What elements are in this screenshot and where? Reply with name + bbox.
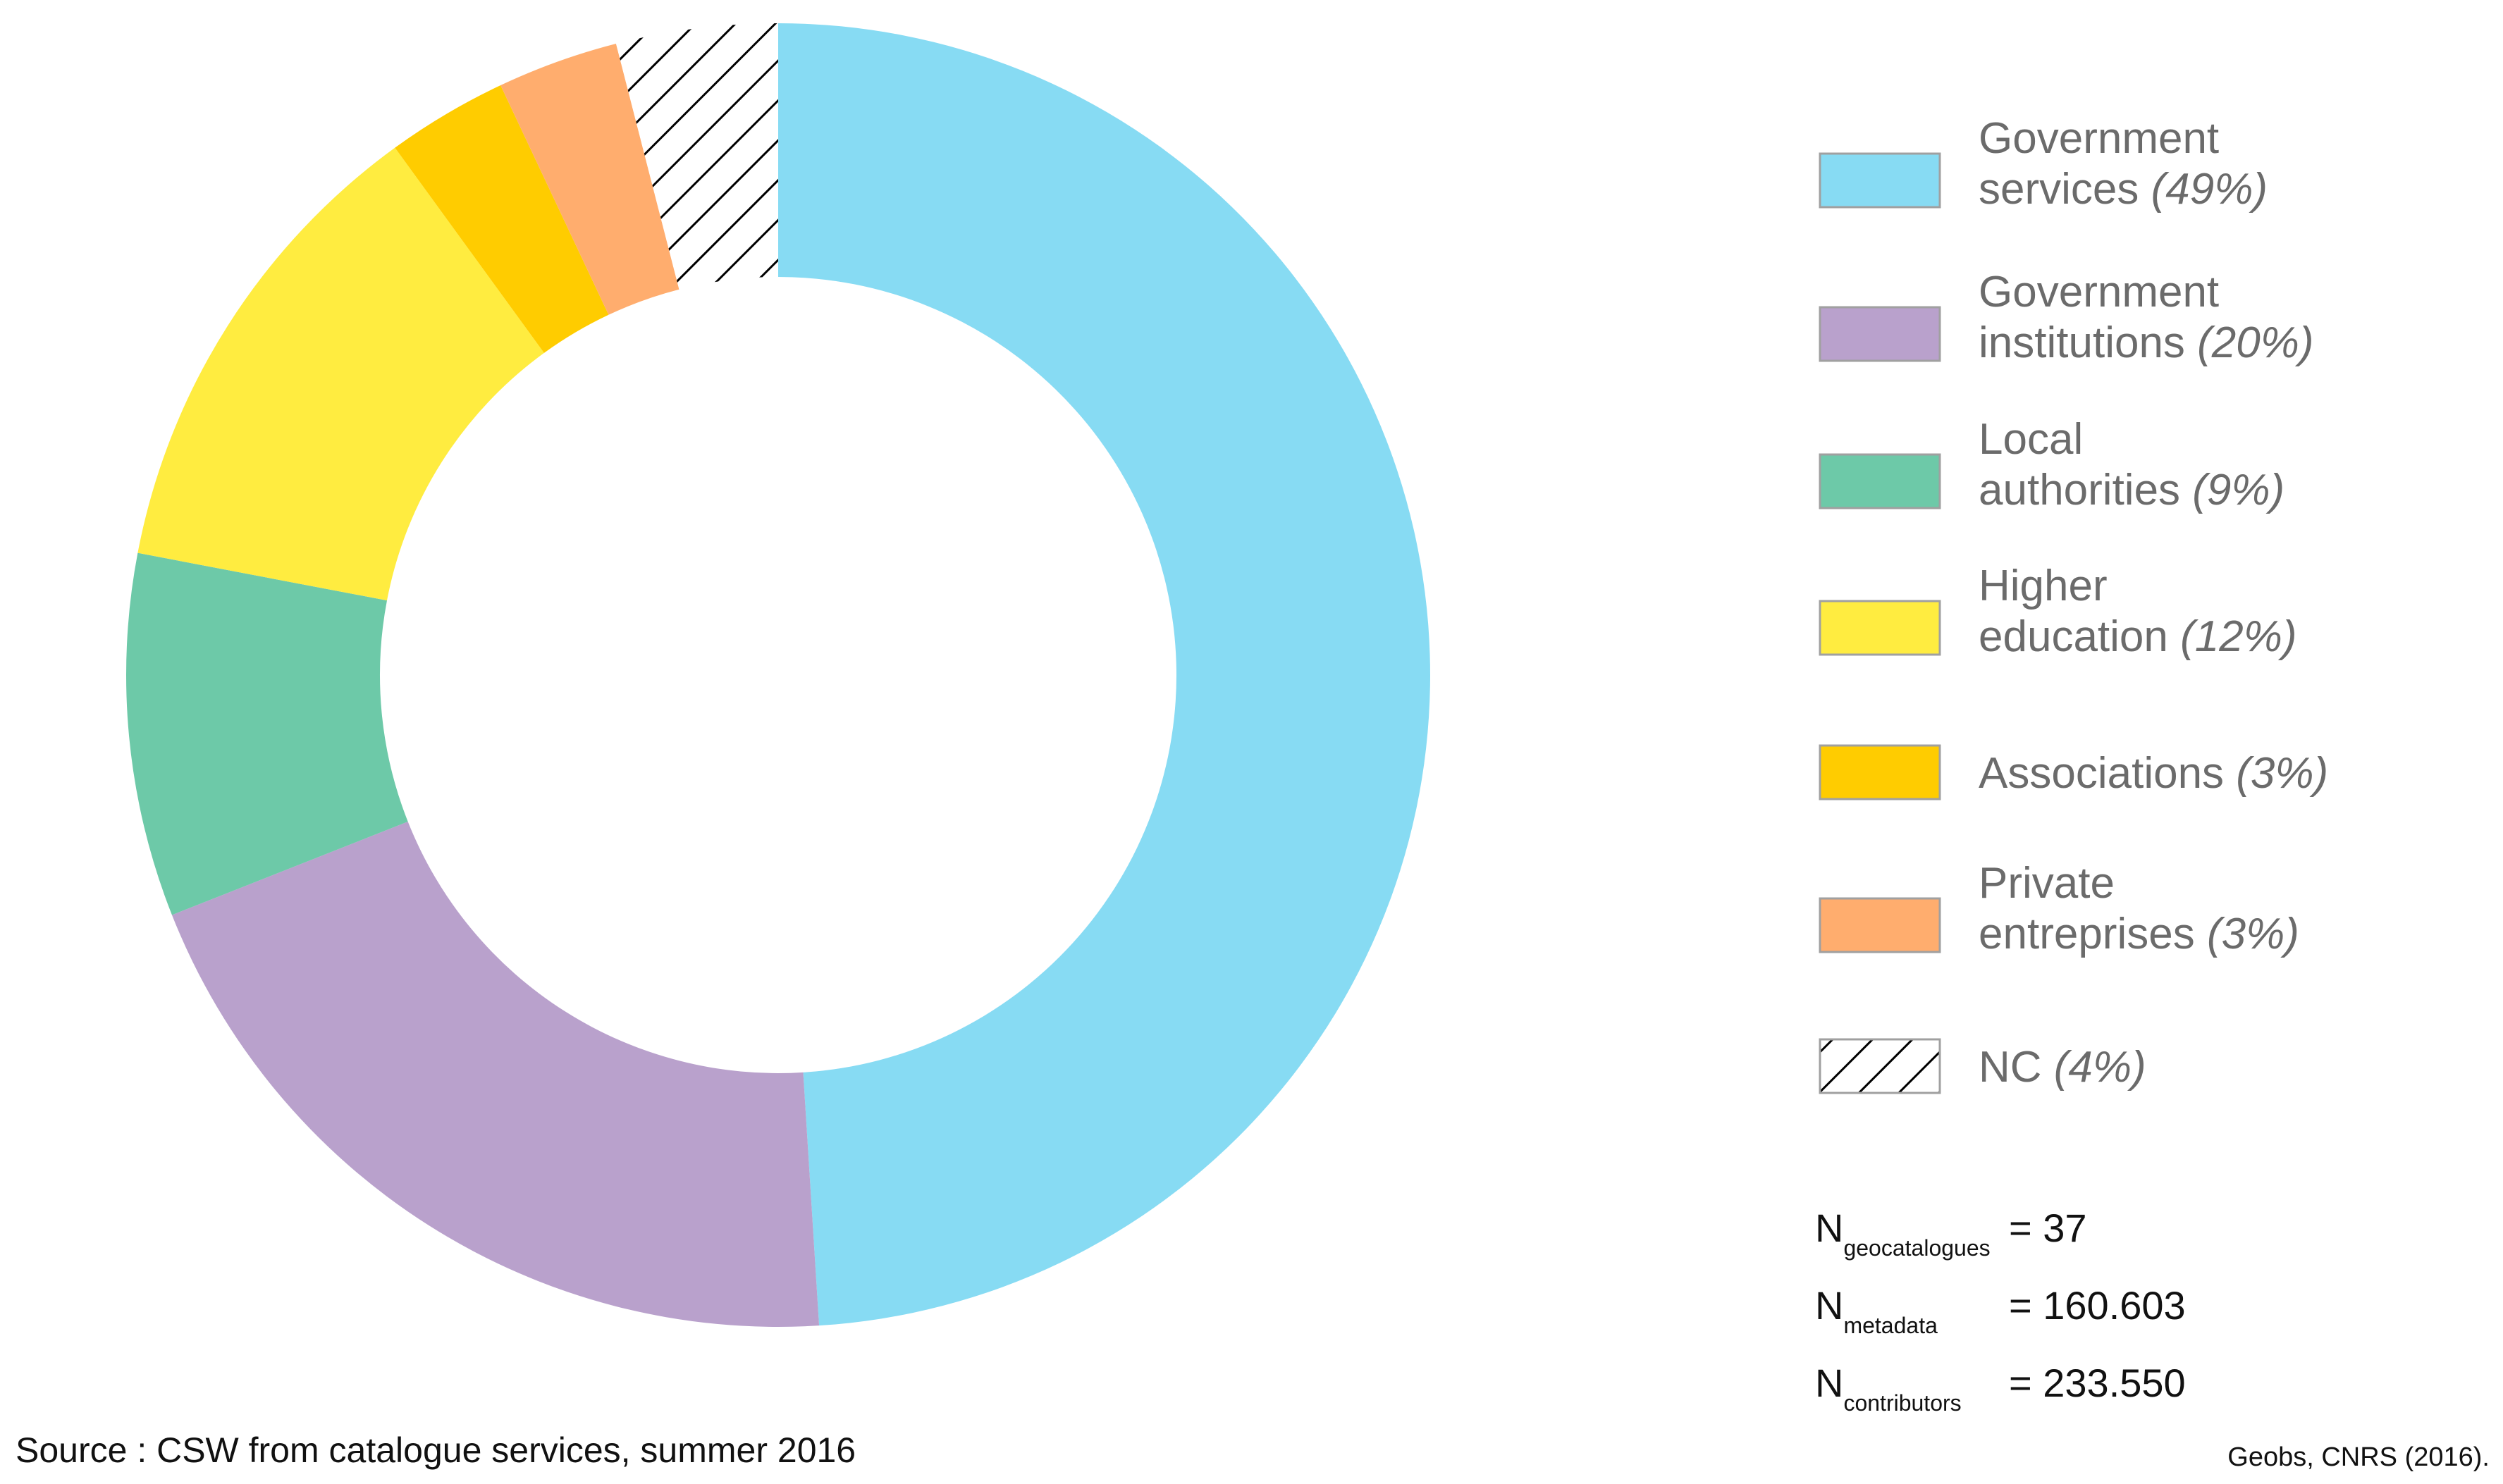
slice-private-entreprises <box>500 44 679 315</box>
stat-contributors-value: = 233.550 <box>2009 1361 2186 1405</box>
legend-percent: (4%) <box>2054 1043 2146 1092</box>
stat-contributors: Ncontributors <box>1815 1361 1962 1416</box>
credit-note: Geobs, CNRS (2016). <box>2227 1442 2490 1472</box>
legend-swatch <box>1819 897 1941 953</box>
legend-item-nc: NC (4%) <box>1819 1038 2146 1094</box>
legend-label-line2: education (12%) <box>1979 612 2297 661</box>
legend-label-line1: Local <box>1979 415 2083 464</box>
legend-swatch <box>1819 744 1941 800</box>
legend-swatch <box>1819 306 1941 362</box>
stat-geocatalogues-value: = 37 <box>2009 1206 2087 1250</box>
slice-nc <box>615 23 778 290</box>
legend-percent: (3%) <box>2236 749 2328 798</box>
legend-label-line2: institutions (20%) <box>1979 319 2314 367</box>
legend-label-line1: Higher <box>1979 562 2108 610</box>
source-note: Source : CSW from catalogue services, su… <box>16 1430 856 1470</box>
donut-slices <box>125 23 1430 1327</box>
legend-item-associations: Associations (3%) <box>1819 744 2328 800</box>
legend-swatch <box>1819 600 1941 656</box>
legend-label-line1: Private <box>1979 859 2115 908</box>
legend-swatch <box>1819 1038 1941 1094</box>
legend-label-line2: NC (4%) <box>1979 1043 2146 1092</box>
legend-percent: (49%) <box>2151 165 2268 214</box>
slice-government-services <box>778 23 1430 1326</box>
legend-percent: (9%) <box>2192 466 2284 514</box>
stat-geocatalogues: Ngeocatalogues <box>1815 1206 1991 1261</box>
legend-swatch <box>1819 152 1941 209</box>
stat-metadata-value: = 160.603 <box>2009 1283 2186 1328</box>
stat-metadata: Nmetadata <box>1815 1283 1938 1338</box>
slice-local-authorities <box>125 552 408 915</box>
legend-label-line2: authorities (9%) <box>1979 466 2284 514</box>
legend-label-line2: services (49%) <box>1979 165 2268 214</box>
stats-block: Ngeocatalogues = 37 Nmetadata = 160.603 … <box>1815 1206 2186 1416</box>
legend-label-line1: Government <box>1979 268 2219 316</box>
legend-label-line2: Associations (3%) <box>1979 749 2328 798</box>
legend-percent: (3%) <box>2207 910 2299 958</box>
legend-label-line1: Government <box>1979 114 2219 163</box>
legend-percent: (12%) <box>2180 612 2296 661</box>
legend-swatch <box>1819 453 1941 509</box>
legend-percent: (20%) <box>2197 319 2313 367</box>
slice-government-institutions <box>171 821 820 1327</box>
slice-higher-education <box>137 147 544 601</box>
slice-associations <box>395 85 609 353</box>
legend-label-line2: entreprises (3%) <box>1979 910 2299 958</box>
